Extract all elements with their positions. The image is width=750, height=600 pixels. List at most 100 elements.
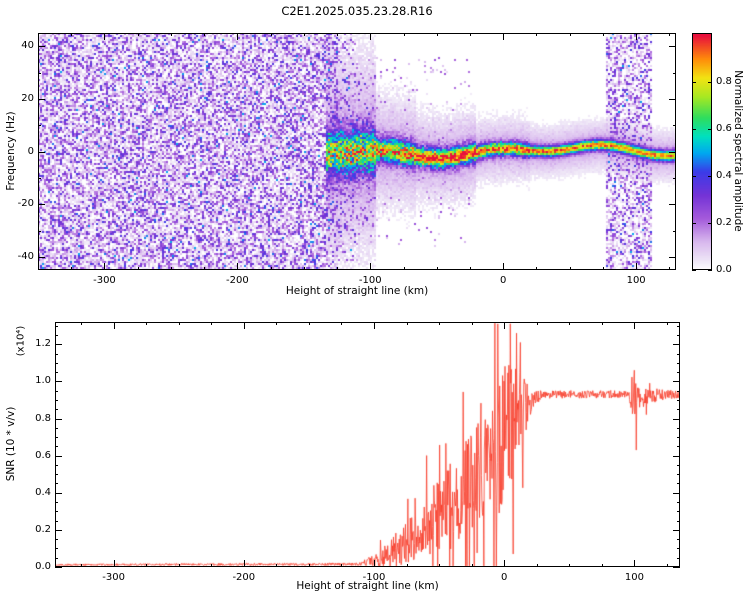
axis-tick — [308, 564, 310, 567]
axis-tick — [692, 82, 696, 84]
axis-tick — [38, 98, 45, 100]
axis-tick — [308, 322, 310, 325]
axis-tick — [673, 230, 676, 232]
axis-tick — [55, 548, 58, 550]
axis-tick — [666, 322, 668, 325]
axis-tick — [677, 427, 680, 429]
axis-tick — [270, 33, 272, 36]
colorbar-gradient — [692, 33, 712, 270]
axis-tick — [341, 564, 343, 567]
axis-tick — [536, 267, 538, 270]
axis-tick — [170, 33, 172, 36]
axis-tick — [708, 223, 712, 225]
axis-tick — [81, 564, 83, 567]
x-tick-label: -300 — [102, 572, 125, 583]
colorbar: 0.0 0.2 0.4 0.6 0.8 — [692, 33, 732, 275]
axis-tick — [677, 474, 680, 476]
axis-tick — [55, 520, 58, 522]
axis-tick — [303, 33, 305, 36]
axis-tick — [536, 322, 538, 325]
axis-tick — [677, 557, 680, 559]
axis-tick — [370, 33, 372, 40]
axis-tick — [677, 483, 680, 485]
axis-tick — [677, 325, 680, 327]
axis-tick — [204, 267, 206, 270]
axis-tick — [55, 483, 58, 485]
axis-tick — [55, 325, 58, 327]
axis-tick — [471, 564, 473, 567]
axis-tick — [708, 176, 712, 178]
y-tick-label: 0.0 — [35, 561, 51, 572]
axis-tick — [146, 322, 148, 325]
colorbar-label: Normalized spectral amplitude — [732, 70, 744, 232]
axis-tick — [137, 267, 139, 270]
axis-tick — [341, 322, 343, 325]
axis-tick — [669, 256, 676, 258]
axis-tick — [38, 267, 39, 270]
axis-tick — [237, 33, 239, 40]
axis-tick — [669, 267, 671, 270]
axis-tick — [211, 322, 213, 325]
x-tick-label: -100 — [362, 572, 386, 583]
colorbar-tick-label: 0.4 — [716, 170, 732, 182]
y-tick-label: -40 — [17, 250, 34, 262]
axis-tick — [146, 564, 148, 567]
axis-tick — [673, 177, 676, 179]
axis-tick — [673, 418, 680, 420]
y-tick-label: 40 — [21, 40, 34, 52]
axis-tick — [374, 322, 375, 329]
axis-tick — [469, 33, 471, 36]
axis-tick — [55, 446, 58, 448]
axis-tick — [569, 322, 571, 325]
x-tick-label: -200 — [226, 275, 249, 286]
axis-tick — [403, 33, 405, 36]
axis-tick — [602, 267, 604, 270]
axis-tick — [270, 267, 272, 270]
axis-tick — [55, 557, 58, 559]
axis-tick — [55, 353, 58, 355]
axis-tick — [677, 353, 680, 355]
axis-tick — [673, 381, 680, 383]
axis-tick — [337, 267, 339, 270]
colorbar-tick-label: 0.6 — [716, 123, 732, 135]
axis-tick — [104, 33, 106, 40]
axis-tick — [673, 529, 680, 531]
axis-tick — [55, 409, 58, 411]
axis-tick — [370, 263, 372, 270]
axis-tick — [471, 322, 473, 325]
axis-tick — [569, 564, 571, 567]
axis-tick — [439, 322, 441, 325]
axis-tick — [55, 334, 58, 336]
y-tick-label: 0.2 — [35, 523, 51, 535]
axis-tick — [237, 263, 239, 270]
axis-tick — [55, 502, 58, 504]
axis-tick — [55, 474, 58, 476]
axis-tick — [276, 564, 278, 567]
axis-tick — [677, 446, 680, 448]
axis-tick — [71, 267, 73, 270]
colorbar-tick-label: 0.0 — [716, 264, 732, 275]
x-tick-label: 100 — [624, 572, 644, 583]
axis-tick — [178, 322, 180, 325]
axis-tick — [677, 539, 680, 541]
axis-tick — [38, 46, 45, 48]
y-tick-label: 20 — [21, 92, 34, 104]
axis-tick — [38, 151, 45, 153]
axis-tick — [374, 560, 375, 567]
y-tick-label: 0 — [27, 145, 34, 157]
axis-tick — [708, 270, 712, 271]
axis-tick — [602, 33, 604, 36]
axis-tick — [55, 492, 62, 494]
axis-tick — [55, 437, 58, 439]
axis-tick — [337, 33, 339, 36]
axis-tick — [673, 125, 676, 127]
axis-tick — [503, 33, 505, 40]
axis-tick — [669, 46, 676, 48]
axis-tick — [38, 204, 45, 206]
axis-tick — [692, 129, 696, 131]
axis-tick — [55, 362, 58, 364]
axis-tick — [536, 33, 538, 36]
y-tick-label: 0.8 — [35, 412, 51, 424]
x-tick-label: -200 — [232, 572, 256, 583]
axis-tick — [677, 520, 680, 522]
